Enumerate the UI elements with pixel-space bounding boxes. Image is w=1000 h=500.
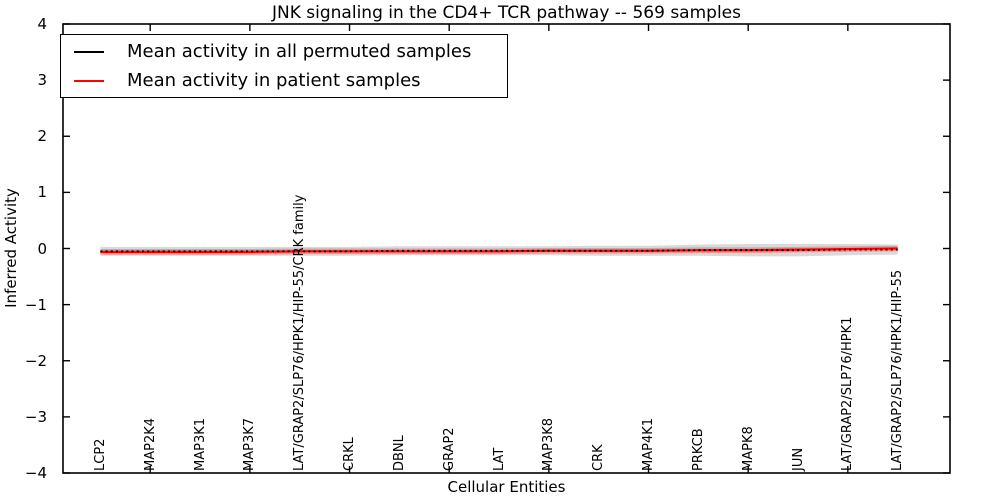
x-tick-label: JUN bbox=[790, 447, 806, 471]
legend: Mean activity in all permuted samples Mea… bbox=[60, 34, 508, 98]
y-tick-label: 4 bbox=[37, 15, 47, 33]
y-tick-label: −3 bbox=[24, 407, 47, 426]
x-tick-label: LAT/GRAP2/SLP76/HPK1/HIP-55/CRK family bbox=[292, 194, 308, 471]
y-tick-label: 1 bbox=[37, 183, 47, 202]
legend-label: Mean activity in all permuted samples bbox=[127, 41, 472, 62]
x-tick-label: MAP3K8 bbox=[541, 417, 557, 471]
confidence-band-permuted bbox=[100, 244, 898, 257]
x-tick-label: LAT/GRAP2/SLP76/HPK1 bbox=[840, 316, 856, 471]
legend-label: Mean activity in patient samples bbox=[127, 70, 421, 91]
y-tick-label: −2 bbox=[24, 351, 47, 370]
x-axis-label: Cellular Entities bbox=[447, 478, 566, 496]
x-tick-label: LCP2 bbox=[92, 438, 108, 471]
legend-line-sample bbox=[74, 50, 104, 53]
y-tick-label: 2 bbox=[37, 127, 47, 146]
x-tick-label: MAP3K7 bbox=[242, 417, 258, 471]
x-tick-label: DBNL bbox=[391, 435, 407, 471]
x-tick-label: GRAP2 bbox=[441, 427, 457, 471]
y-tick-label: 0 bbox=[37, 239, 47, 258]
x-tick-label: LAT bbox=[491, 447, 507, 471]
y-tick-label: −4 bbox=[24, 464, 47, 482]
x-tick-label: MAP2K4 bbox=[142, 417, 158, 471]
y-tick-label: −1 bbox=[24, 295, 47, 314]
chart-title: JNK signaling in the CD4+ TCR pathway --… bbox=[272, 3, 741, 23]
y-tick-label: 3 bbox=[37, 71, 47, 90]
legend-entry-patient: Mean activity in patient samples bbox=[61, 66, 507, 95]
x-tick-label: MAP4K1 bbox=[641, 417, 657, 471]
confidence-band-patient bbox=[100, 245, 898, 255]
x-tick-label: CRK bbox=[591, 444, 607, 471]
x-tick-label: MAP3K1 bbox=[192, 417, 208, 471]
x-tick-label: MAPK8 bbox=[740, 426, 756, 471]
x-tick-label: PRKCB bbox=[690, 428, 706, 471]
x-tick-label: CRKL bbox=[342, 437, 358, 471]
legend-line-sample bbox=[74, 79, 104, 82]
x-tick-label: LAT/GRAP2/SLP76/HPK1/HIP-55 bbox=[890, 269, 906, 471]
legend-entry-permuted: Mean activity in all permuted samples bbox=[61, 37, 507, 66]
mean-line-patient bbox=[100, 247, 898, 253]
